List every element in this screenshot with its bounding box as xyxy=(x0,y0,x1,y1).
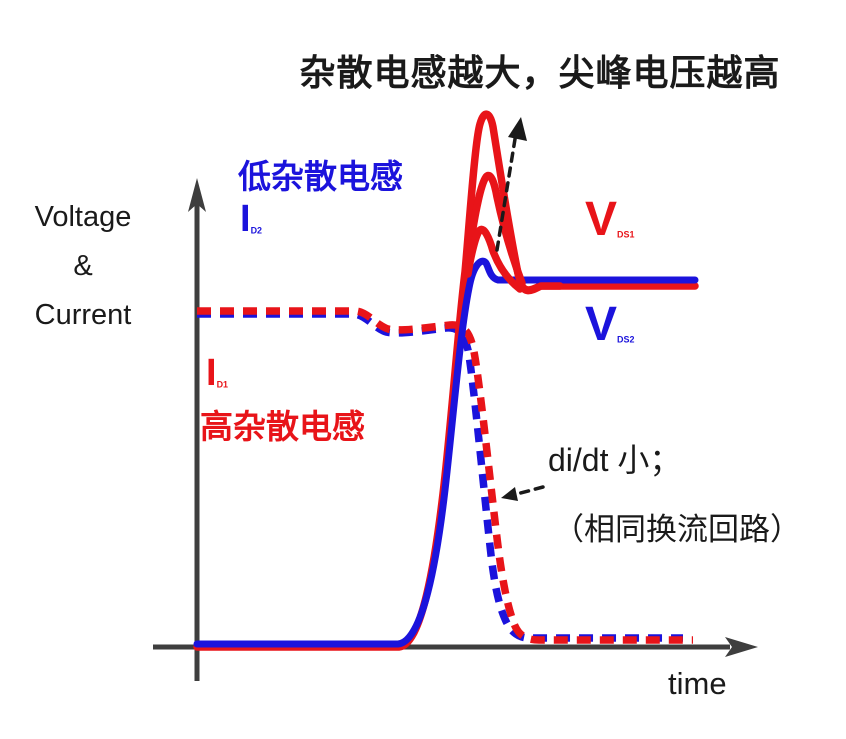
y-axis-arrow-icon xyxy=(188,178,206,212)
id1-label: ID1 xyxy=(206,352,228,395)
vds2-label-base: V xyxy=(585,298,618,351)
vds1-label-subscript: DS1 xyxy=(617,229,635,240)
high-inductance-label: 高杂散电感 xyxy=(200,408,365,445)
id1-current-curve xyxy=(197,307,693,644)
didt-note-line1: di/dt 小； xyxy=(548,442,682,478)
didt-pointer-arrowhead-icon xyxy=(501,487,518,501)
chart-title: 杂散电感越大，尖峰电压越高 xyxy=(299,52,781,93)
vds2-voltage-curve xyxy=(193,257,699,648)
vds2-label: VDS2 xyxy=(585,297,634,352)
vds1-label-base: V xyxy=(585,193,618,246)
y-axis-label-line1: Voltage xyxy=(34,201,132,233)
spike-trend-arrow xyxy=(495,131,518,252)
y-axis-label-line2: & xyxy=(73,250,93,282)
vds1-spike-descent xyxy=(502,206,564,295)
vds1-spike-3 xyxy=(464,225,524,293)
vds2-label-subscript: DS2 xyxy=(617,334,635,345)
x-axis-arrow-icon xyxy=(725,637,758,657)
y-axis-label: Voltage & Current xyxy=(18,193,148,340)
didt-pointer-arrow xyxy=(515,485,545,496)
spike-trend-arrowhead-icon xyxy=(508,117,527,141)
x-axis-label: time xyxy=(668,666,727,701)
y-axis-label-line3: Current xyxy=(34,299,132,331)
low-inductance-label: 低杂散电感 xyxy=(238,158,403,195)
id2-label-base: I xyxy=(240,198,251,240)
didt-note-line2: （相同换流回路） xyxy=(553,512,801,547)
id1-label-subscript: D1 xyxy=(216,379,229,390)
vds1-label: VDS1 xyxy=(585,192,634,247)
id2-label-subscript: D2 xyxy=(250,225,263,236)
id1-label-base: I xyxy=(206,352,217,394)
id2-label: ID2 xyxy=(240,198,262,241)
